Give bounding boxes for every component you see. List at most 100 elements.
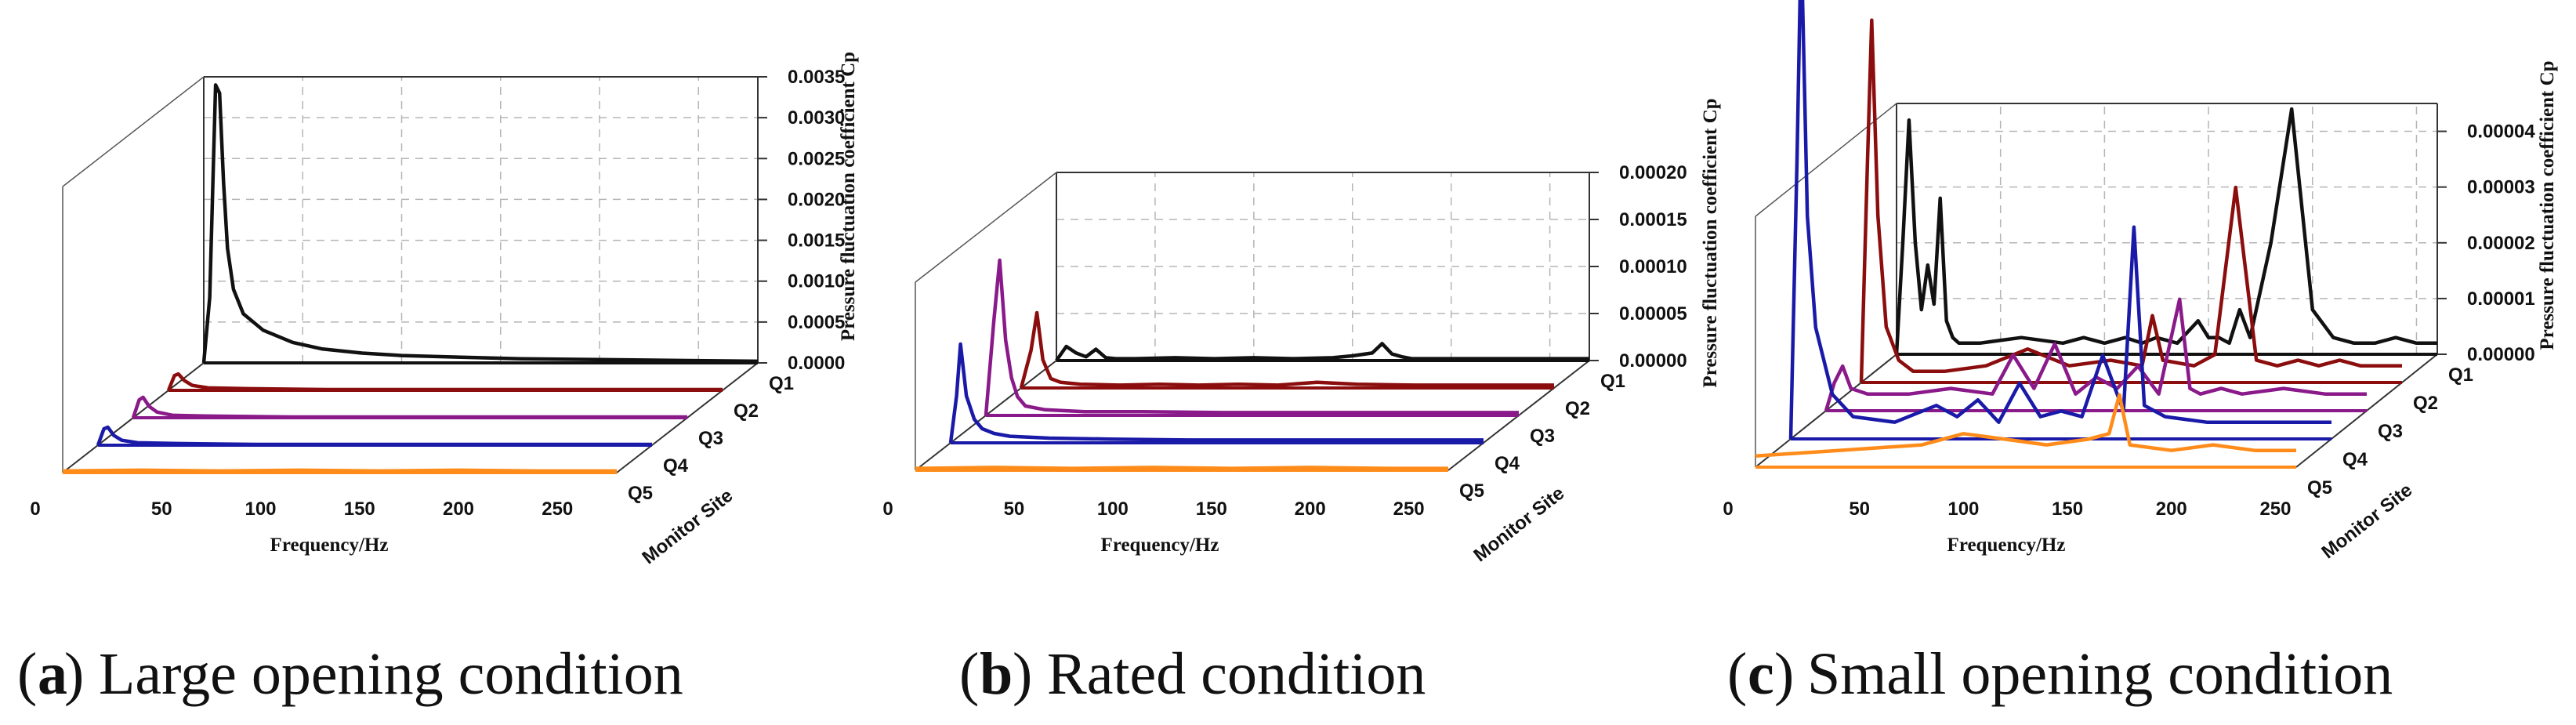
z-tick-label: 0.00002 bbox=[2467, 233, 2535, 254]
box-frame bbox=[1755, 103, 2438, 468]
z-tick-label: 0.0020 bbox=[788, 189, 845, 210]
x-tick-label: 150 bbox=[2052, 498, 2083, 520]
z-tick-label: 0.0005 bbox=[788, 312, 845, 333]
x-axis-ticks: 0 50 100 150 200 250 bbox=[1723, 498, 2291, 520]
top-left-edge bbox=[915, 172, 1057, 283]
panel-rated: Q1 Q2 Q3 Q4 Q5 0 50 100 150 200 250 Frequency/Hz 0.0… bbox=[882, 98, 1721, 566]
x-tick-label: 150 bbox=[1196, 498, 1227, 520]
series-line-Q3 bbox=[984, 258, 1519, 416]
x-tick-label: 0 bbox=[30, 498, 40, 520]
caption-a-text: Large opening condition bbox=[99, 641, 683, 707]
x-tick-label: 200 bbox=[443, 498, 474, 520]
series-line-Q3 bbox=[131, 395, 687, 419]
series-Q5: Q5 bbox=[1755, 393, 2332, 498]
z-tick-label: 0.00015 bbox=[1619, 209, 1687, 230]
x-tick-label: 150 bbox=[344, 498, 375, 520]
x-tick-label: 250 bbox=[1393, 498, 1425, 520]
series-line-Q4 bbox=[1788, 0, 2331, 440]
back-wall-grid bbox=[1056, 172, 1589, 361]
series-Q3: Q3 bbox=[131, 395, 723, 449]
series-line-Q1 bbox=[201, 83, 759, 364]
z-tick-label: 0.00001 bbox=[2467, 288, 2535, 310]
z-tick-label: 0.00005 bbox=[1619, 303, 1687, 324]
x-tick-label: 50 bbox=[1849, 498, 1870, 520]
series-label-Q2: Q2 bbox=[734, 401, 759, 422]
z-tick-label: 0.00000 bbox=[2467, 344, 2535, 365]
series-label-Q2: Q2 bbox=[1565, 398, 1590, 419]
series-line-Q5 bbox=[62, 468, 617, 473]
caption-c: ( c ) Small opening condition bbox=[1727, 641, 2393, 707]
series-Q3: Q3 bbox=[984, 258, 1555, 447]
x-tick-label: 50 bbox=[1004, 498, 1025, 520]
x-tick-label: 0 bbox=[882, 498, 893, 520]
series-Q1: Q1 bbox=[1055, 342, 1625, 392]
depth-axis-label: Monitor Site bbox=[638, 485, 737, 569]
caption-b-letter: b bbox=[980, 641, 1013, 707]
z-axis-ticks: 0.00000 0.00005 0.00010 0.00015 0.00020 bbox=[1589, 162, 1687, 372]
x-axis-ticks: 0 50 100 150 200 250 bbox=[30, 498, 573, 520]
z-tick-label: 0.00000 bbox=[1619, 350, 1687, 372]
x-tick-label: 250 bbox=[2259, 498, 2291, 520]
x-tick-label: 200 bbox=[1295, 498, 1326, 520]
caption-c-letter: c bbox=[1748, 641, 1774, 707]
z-tick-label: 0.0025 bbox=[788, 148, 845, 169]
caption-b-text: Rated condition bbox=[1047, 641, 1426, 707]
z-axis-label: Pressure fluctuation coefficient Cp bbox=[838, 52, 859, 341]
caption-b-close: ) bbox=[1013, 641, 1032, 707]
z-tick-label: 0.00004 bbox=[2467, 121, 2535, 143]
series-Q4: Q4 bbox=[1788, 0, 2368, 470]
series-Q1: Q1 bbox=[201, 83, 794, 394]
panel-large-opening: Q1 Q2 Q3 Q4 Q5 0 50 100 150 200 250 Frequency/Hz 0.0… bbox=[30, 52, 859, 568]
series-label-Q4: Q4 bbox=[1495, 453, 1520, 474]
series-line-Q4 bbox=[948, 342, 1484, 444]
z-tick-label: 0.0000 bbox=[788, 353, 845, 374]
series-label-Q1: Q1 bbox=[2448, 364, 2473, 386]
x-tick-label: 100 bbox=[1097, 498, 1129, 520]
back-wall-grid bbox=[1896, 103, 2437, 355]
z-axis-ticks: 0.00000 0.00001 0.00002 0.00003 0.00004 bbox=[2437, 121, 2535, 365]
series-label-Q4: Q4 bbox=[663, 455, 689, 477]
series-line-Q4 bbox=[96, 425, 652, 447]
series-line-Q2 bbox=[166, 372, 723, 392]
top-left-edge bbox=[62, 76, 205, 187]
series-label-Q1: Q1 bbox=[1600, 371, 1625, 392]
caption-a-letter: a bbox=[38, 641, 67, 707]
z-tick-label: 0.0030 bbox=[788, 107, 845, 129]
series-Q2: Q2 bbox=[1019, 310, 1590, 419]
caption-b: ( b ) Rated condition bbox=[959, 641, 1426, 707]
series-line-Q2 bbox=[1019, 310, 1554, 389]
z-tick-label: 0.00010 bbox=[1619, 256, 1687, 277]
caption-c-open: ( bbox=[1727, 641, 1747, 707]
z-tick-label: 0.0015 bbox=[788, 230, 845, 252]
z-axis-ticks: 0.0000 0.0005 0.0010 0.0015 0.0020 0.0025 0.00… bbox=[758, 67, 845, 374]
series-Q5: Q5 bbox=[915, 466, 1484, 502]
series-Q5: Q5 bbox=[62, 468, 653, 504]
x-axis-label: Frequency/Hz bbox=[1947, 535, 2066, 556]
series-label-Q1: Q1 bbox=[769, 373, 794, 394]
series-line-Q5 bbox=[915, 466, 1448, 470]
back-wall-grid bbox=[203, 76, 758, 364]
series-line-Q2 bbox=[1859, 18, 2402, 383]
depth-axis-label: Monitor Site bbox=[2317, 480, 2416, 564]
x-tick-label: 200 bbox=[2156, 498, 2187, 520]
series-Q3: Q3 bbox=[1824, 297, 2403, 442]
series-Q2: Q2 bbox=[166, 372, 759, 422]
series-Q4: Q4 bbox=[948, 342, 1520, 474]
x-tick-label: 250 bbox=[542, 498, 573, 520]
z-tick-label: 0.0010 bbox=[788, 271, 845, 292]
caption-a-close: ) bbox=[64, 641, 84, 707]
series-label-Q5: Q5 bbox=[628, 483, 653, 504]
series-Q2: Q2 bbox=[1859, 18, 2438, 414]
series-label-Q2: Q2 bbox=[2413, 393, 2438, 414]
x-axis-label: Frequency/Hz bbox=[1101, 535, 1219, 556]
caption-c-text: Small opening condition bbox=[1807, 641, 2393, 707]
series-label-Q5: Q5 bbox=[1459, 480, 1484, 502]
x-tick-label: 50 bbox=[151, 498, 172, 520]
series-Q4: Q4 bbox=[96, 425, 689, 477]
depth-axis-label: Monitor Site bbox=[1469, 483, 1568, 567]
series-label-Q3: Q3 bbox=[1530, 426, 1555, 447]
x-axis-ticks: 0 50 100 150 200 250 bbox=[882, 498, 1424, 520]
series-line-Q5 bbox=[1755, 393, 2296, 459]
